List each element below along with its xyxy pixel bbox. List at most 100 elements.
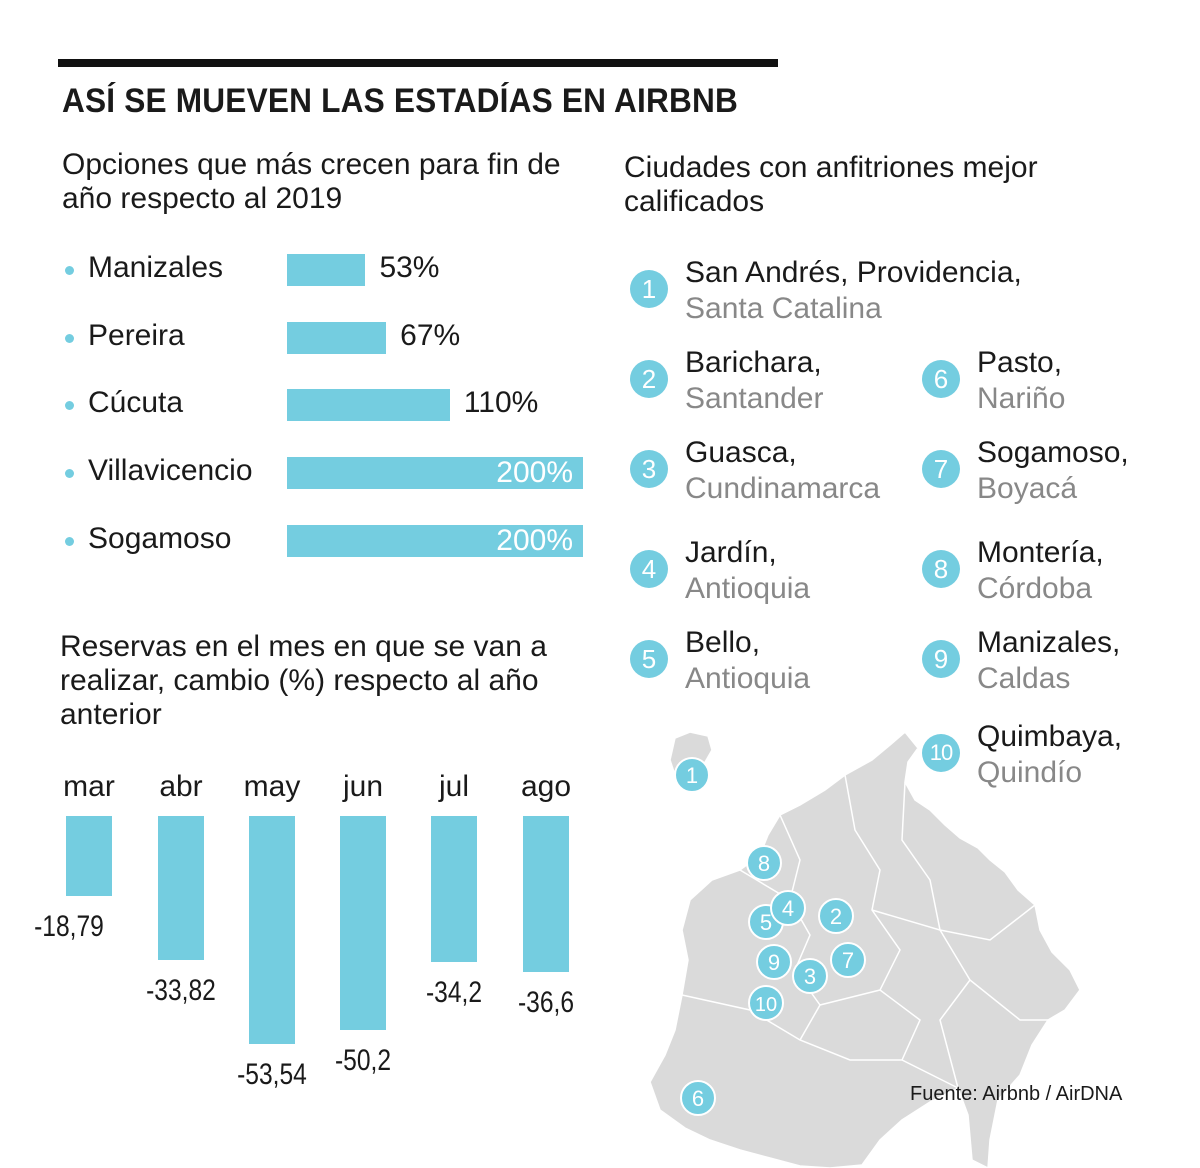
bullet-dot — [65, 469, 74, 479]
rank-badge: 2 — [630, 360, 668, 398]
region-name: Antioquia — [685, 572, 811, 605]
growth-chart-title: Opciones que más crecen para fin de año … — [62, 148, 561, 215]
region-name: Nariño — [977, 382, 1066, 415]
mainland — [649, 730, 1081, 1168]
ranking-item: Manizales, Caldas — [977, 625, 1120, 697]
bar-value-label: 200% — [496, 523, 573, 557]
ranking-item: San Andrés, Providencia, Santa Catalina — [685, 255, 1022, 327]
map-marker-dot — [830, 942, 866, 978]
ranking-item: Jardín, Antioquia — [685, 535, 810, 607]
ranking-title: Ciudades con anfitriones mejor calificad… — [624, 151, 1038, 218]
bookings-bar — [523, 816, 569, 972]
map-shape — [649, 730, 1081, 1168]
bar-category-label: Sogamoso — [88, 521, 232, 555]
bar-category-label: Pereira — [88, 318, 185, 352]
map-marker: 4 — [770, 890, 806, 926]
region-name: Cundinamarca — [685, 472, 881, 505]
region-name: Antioquia — [685, 662, 811, 695]
map-marker-label: 2 — [830, 904, 842, 929]
map-markers: 1 8 54 2 93 7 10 6 — [674, 757, 866, 1116]
city-name: Montería, — [977, 536, 1104, 569]
city-name: Bello, — [685, 626, 761, 659]
map-marker: 1 — [674, 757, 710, 793]
bar-value-label: -33,82 — [146, 973, 216, 1007]
rank-badge: 8 — [922, 550, 960, 588]
top-rule — [58, 59, 778, 67]
region-name: Santander — [685, 382, 824, 415]
ranking-item: Sogamoso, Boyacá — [977, 435, 1129, 507]
month-label: ago — [520, 770, 572, 803]
bullet-dot — [65, 401, 74, 411]
bullet-dot — [65, 266, 74, 275]
bullet-dot — [65, 536, 74, 546]
rank-badge: 6 — [922, 360, 960, 398]
bar-value-label: 200% — [496, 456, 573, 490]
growth-bar — [287, 457, 583, 490]
map-marker: 3 — [792, 958, 828, 994]
region-name: Córdoba — [977, 572, 1093, 605]
map-marker-label: 8 — [758, 851, 770, 876]
bar-value-label: -50,2 — [334, 1043, 392, 1077]
rank-badge: 3 — [630, 450, 668, 488]
map-marker: 9 — [756, 944, 792, 980]
month-label: jul — [438, 770, 469, 803]
month-label: jun — [342, 770, 384, 803]
rank-badge: 9 — [922, 640, 960, 678]
rank-badge: 7 — [922, 450, 960, 488]
bookings-bar — [249, 816, 295, 1044]
city-name: San Andrés, Providencia, — [685, 256, 1022, 289]
map-marker-dot — [746, 845, 782, 881]
bar-category-label: Manizales — [88, 251, 224, 284]
region-name: Santa Catalina — [685, 292, 882, 325]
bookings-bar — [431, 816, 477, 962]
bookings-bar — [66, 816, 112, 896]
ranking-item: Montería, Córdoba — [977, 535, 1104, 607]
map-marker-label: 3 — [804, 964, 816, 989]
map-marker-dot — [674, 757, 710, 793]
bar-value-label: -18,79 — [34, 909, 104, 943]
bullet-dot — [65, 333, 74, 343]
map-marker: 8 — [746, 845, 782, 881]
growth-bar — [287, 524, 583, 557]
rank-badge: 4 — [630, 550, 668, 588]
city-name: Jardín, — [685, 536, 777, 569]
city-name: Pasto, — [977, 346, 1063, 379]
infographic-title: ASÍ SE MUEVEN LAS ESTADÍAS EN AIRBNB — [62, 82, 739, 120]
map-marker-label: 4 — [782, 896, 794, 921]
ranking-item: Pasto, Nariño — [977, 345, 1065, 417]
ranking-item: Quimbaya, Quindío — [977, 719, 1122, 791]
bar-value-label: -34,2 — [425, 975, 483, 1009]
map-marker: 10 — [748, 985, 784, 1021]
region-name: Boyacá — [977, 472, 1078, 505]
month-label: abr — [159, 770, 203, 803]
map-marker-label: 1 — [686, 763, 698, 788]
city-name: Quimbaya, — [977, 720, 1123, 753]
map-marker: 7 — [830, 942, 866, 978]
map-marker-label: 10 — [755, 994, 777, 1016]
rank-badge: 1 — [630, 270, 668, 308]
map-marker-dot — [756, 944, 792, 980]
map-marker-dot — [818, 898, 854, 934]
map-marker: 6 — [680, 1080, 716, 1116]
map-marker-dot — [770, 890, 806, 926]
growth-bar — [287, 389, 450, 422]
month-label: mar — [63, 770, 115, 803]
map-marker-label: 6 — [692, 1086, 704, 1111]
rank-badge: 10 — [922, 734, 960, 772]
ranking-item: Barichara, Santander — [685, 345, 823, 417]
city-name: Sogamoso, — [977, 436, 1129, 469]
colombia-map: 1 8 54 2 93 7 10 6 — [649, 730, 1081, 1168]
map-marker-dot — [792, 958, 828, 994]
map-marker-label: 9 — [768, 950, 780, 975]
bar-value-label: -36,6 — [517, 985, 575, 1019]
map-marker-label: 5 — [760, 910, 772, 935]
city-name: Guasca, — [685, 436, 797, 469]
map-marker-label: 7 — [842, 948, 854, 973]
map-marker: 2 — [818, 898, 854, 934]
bar-value-label: -53,54 — [237, 1057, 307, 1091]
bookings-chart-title: Reservas en el mes en que se van a reali… — [60, 630, 547, 731]
region-name: Quindío — [977, 756, 1083, 789]
bar-value-label: 67% — [400, 318, 461, 352]
source-note: Fuente: Airbnb / AirDNA — [910, 1083, 1123, 1105]
bookings-bar — [340, 816, 386, 1030]
